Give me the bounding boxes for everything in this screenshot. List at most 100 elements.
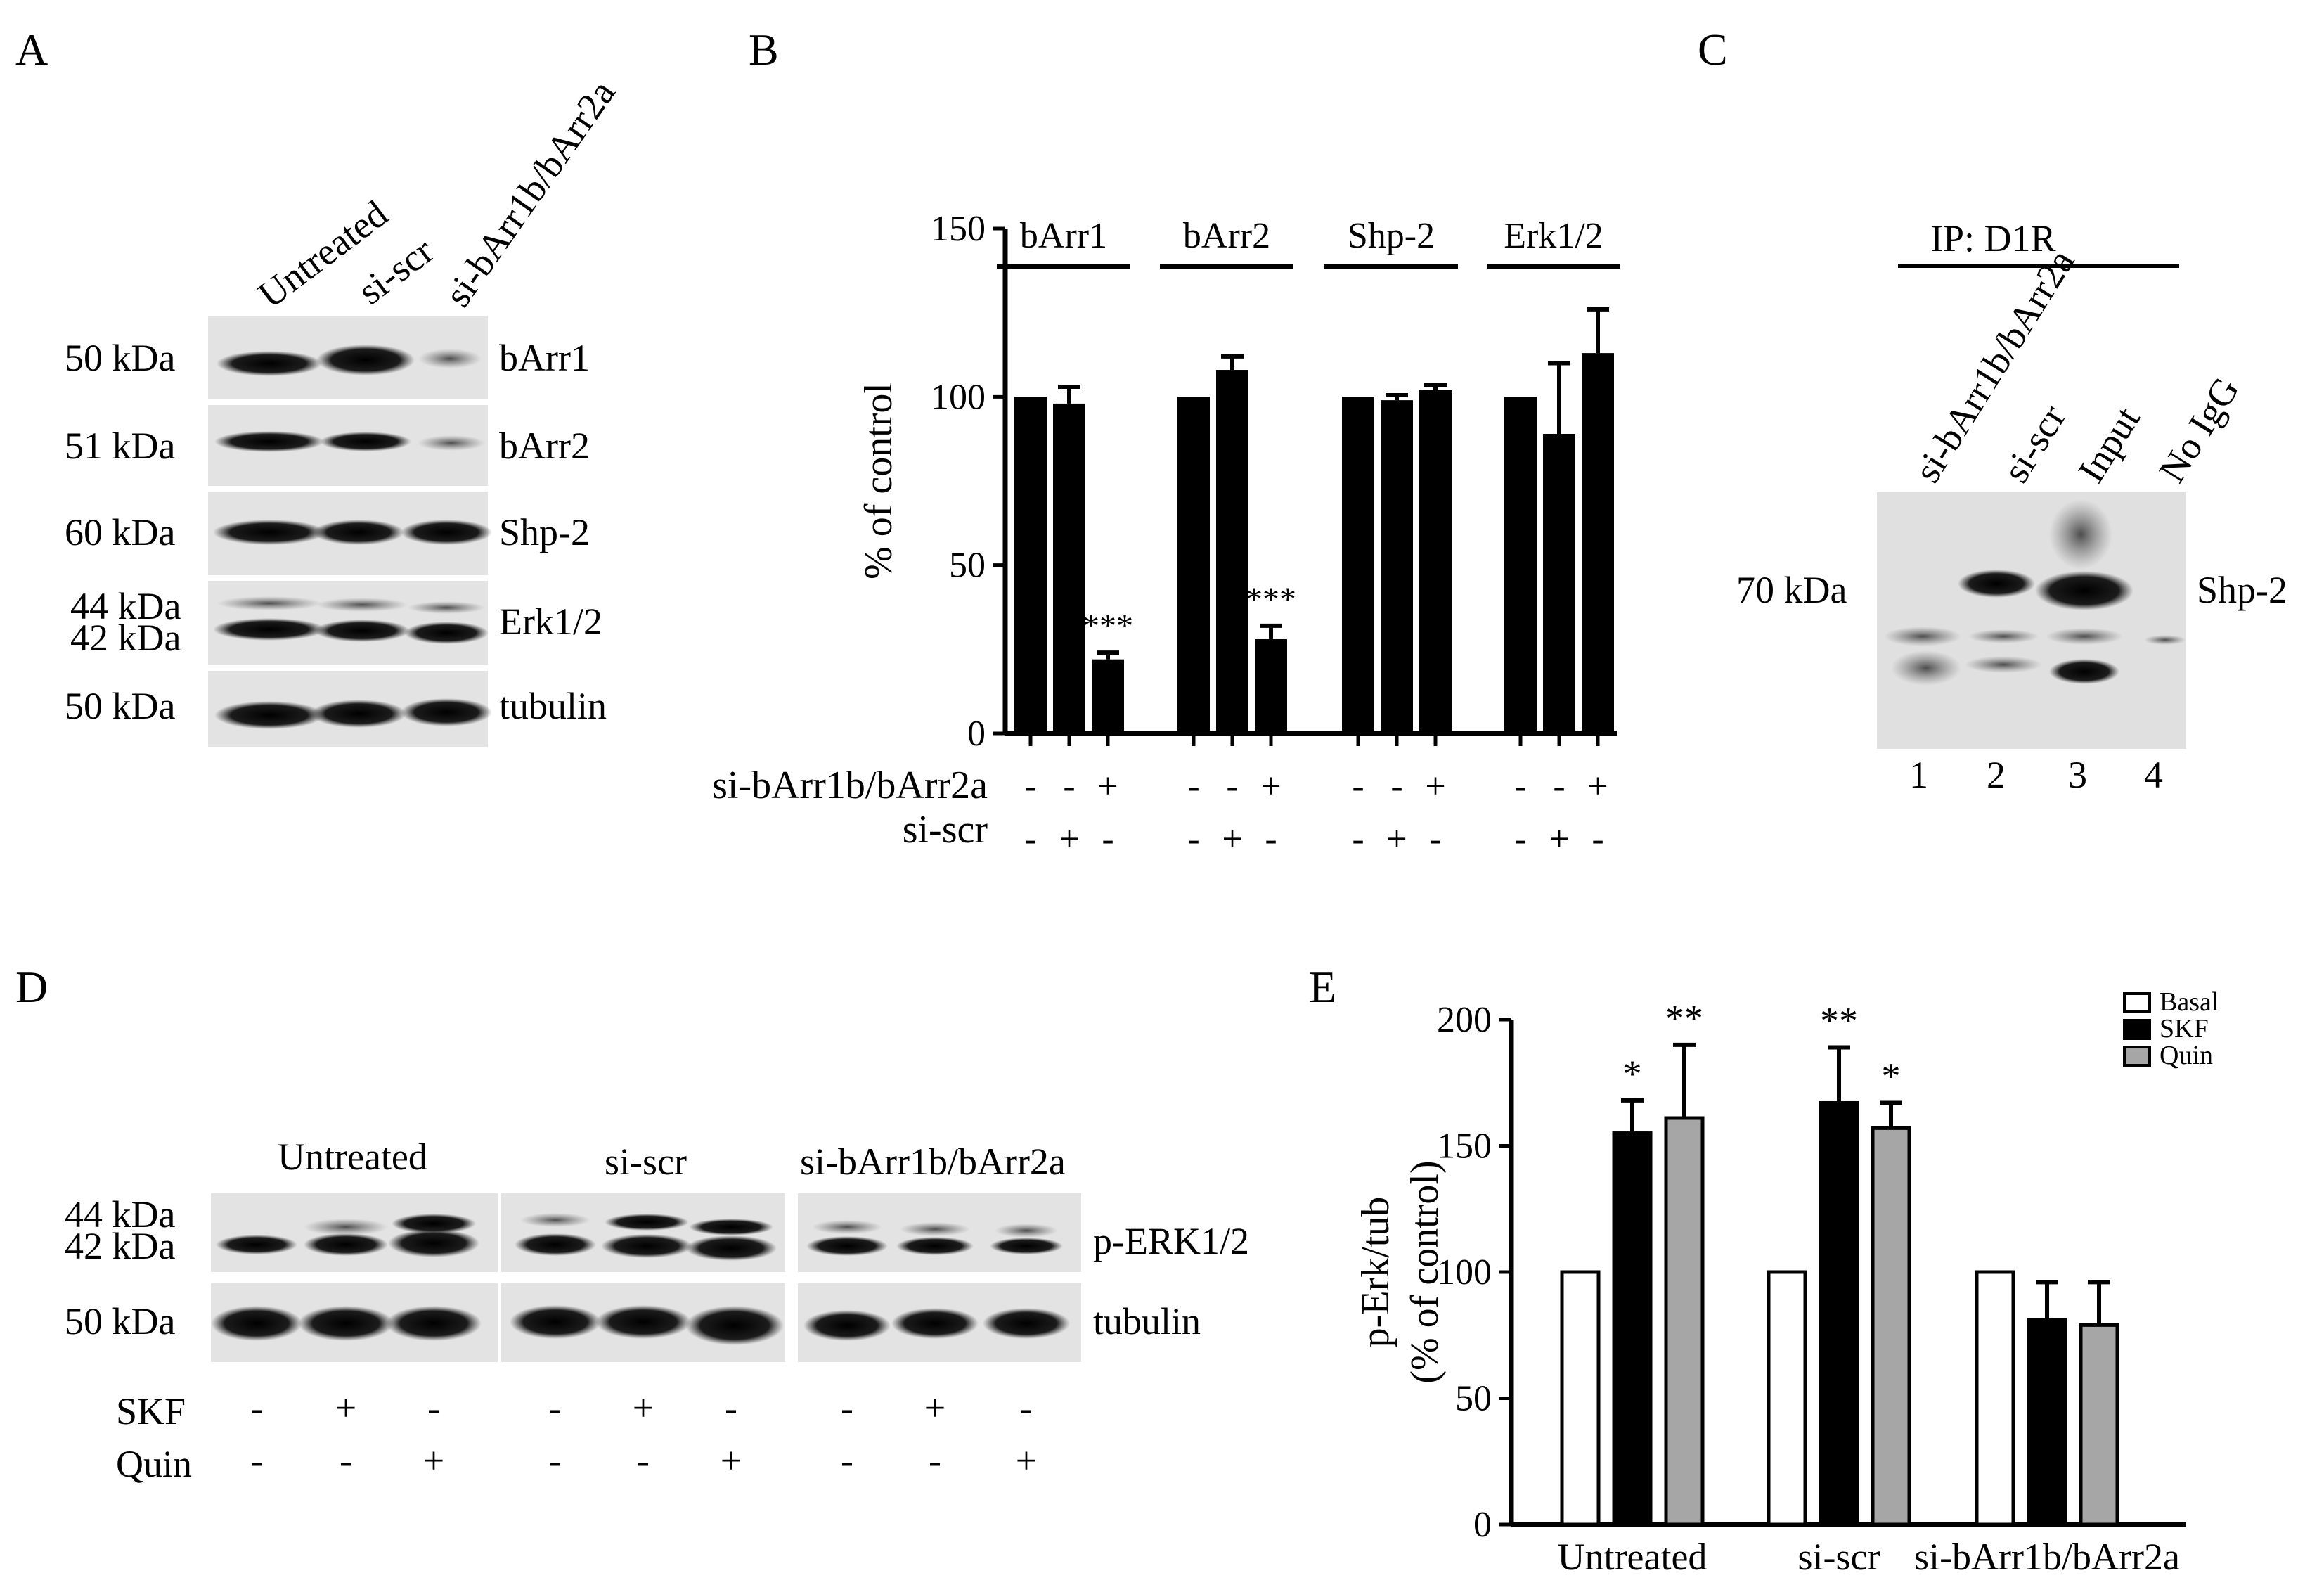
group-label: bArr2 (1183, 216, 1270, 256)
bar (1419, 390, 1452, 733)
y-tick-label: 0 (1473, 1505, 1492, 1545)
significance-marker: ** (1665, 997, 1703, 1039)
panel-a: A Untreated si-scr si-bArr1b/bArr2a (15, 25, 624, 747)
category-label: si-bArr1b/bArr2a (1914, 1536, 2180, 1578)
band (316, 345, 415, 375)
condition-sign: - (1429, 819, 1441, 859)
treatment-sign: - (427, 1387, 440, 1429)
bar (1582, 353, 1614, 733)
band (386, 1306, 482, 1341)
y-tick-label: 50 (949, 546, 986, 586)
band (388, 1229, 479, 1257)
protein-shp2: Shp-2 (499, 511, 590, 553)
c-mw: 70 kDa (1736, 569, 1847, 611)
c-lane-num-1: 1 (1909, 754, 1928, 796)
band (314, 620, 410, 642)
blot-c (1877, 492, 2186, 749)
c-lane-input: Input (2070, 399, 2148, 489)
category-label: Untreated (1558, 1536, 1708, 1578)
d-group-si-barr: si-bArr1b/bArr2a (800, 1141, 1066, 1183)
protein-erk: Erk1/2 (499, 601, 602, 643)
band (211, 1306, 302, 1341)
y-tick-label: 200 (1437, 1000, 1492, 1040)
blot-d (211, 1193, 1081, 1362)
band (803, 1310, 891, 1341)
bar (1543, 433, 1575, 733)
condition-sign: + (1549, 819, 1569, 859)
band (216, 1235, 297, 1254)
panel-c: C IP: D1R si-bArr1b/bArr2a si-scr Input … (1698, 25, 2287, 796)
band (217, 351, 322, 376)
y-axis-label: % of control (857, 383, 900, 579)
condition-label: si-bArr1b/bArr2a (712, 764, 988, 807)
condition-sign: - (1063, 766, 1075, 807)
band (401, 698, 492, 726)
band (408, 601, 485, 614)
condition-sign: + (1425, 766, 1445, 807)
band (515, 1233, 596, 1256)
condition-sign: - (1024, 819, 1036, 859)
band (320, 432, 411, 451)
condition-sign: - (1390, 766, 1402, 807)
bar (1092, 659, 1124, 733)
band (213, 618, 325, 641)
d-mw-44: 44 kDa (65, 1193, 175, 1235)
legend-swatch (2123, 1019, 2151, 1040)
treatment-sign: - (549, 1387, 562, 1429)
treatment-sign: + (423, 1439, 444, 1482)
bar (1177, 397, 1210, 733)
y-tick-label: 50 (1455, 1379, 1492, 1419)
condition-sign: - (1514, 819, 1526, 859)
d-group-si-scr: si-scr (605, 1141, 687, 1183)
c-lane-si-barr: si-bArr1b/bArr2a (1906, 242, 2082, 489)
condition-sign: - (1102, 819, 1113, 859)
bar (1053, 403, 1085, 733)
band (990, 1238, 1063, 1254)
band (812, 1220, 882, 1234)
band (896, 1237, 974, 1255)
y-tick-label: 150 (931, 209, 986, 249)
panel-letter-a: A (15, 25, 48, 75)
bar (1612, 1131, 1653, 1527)
band (2046, 628, 2123, 645)
c-lane-num-3: 3 (2068, 754, 2087, 796)
condition-sign: - (1187, 766, 1199, 807)
bar (1871, 1126, 1911, 1527)
treatment-sign: + (721, 1439, 742, 1482)
condition-sign: - (1352, 819, 1364, 859)
c-lane-si-scr: si-scr (1994, 397, 2074, 489)
d-mw-tubulin: 50 kDa (65, 1300, 175, 1342)
condition-label: si-scr (903, 808, 988, 852)
bar (2079, 1323, 2119, 1527)
condition-sign: + (1222, 819, 1242, 859)
band (213, 520, 325, 545)
band (401, 520, 492, 545)
band (404, 622, 489, 644)
category-label: si-scr (1798, 1536, 1880, 1578)
band (605, 1214, 689, 1231)
treatment-sign: - (929, 1439, 941, 1482)
panel-letter-c: C (1698, 25, 1728, 75)
condition-sign: - (1352, 766, 1364, 807)
band (685, 1235, 777, 1261)
y-tick-label: 150 (1437, 1126, 1492, 1167)
condition-sign: + (1097, 766, 1118, 807)
band (217, 596, 322, 610)
c-lane-num-4: 4 (2144, 754, 2163, 796)
band (214, 431, 324, 452)
mw-barr2: 51 kDa (65, 425, 175, 467)
condition-sign: - (1592, 819, 1603, 859)
band (1891, 650, 1961, 686)
group-label: bArr1 (1020, 216, 1107, 256)
bar (2027, 1318, 2067, 1527)
band (983, 1308, 1070, 1339)
condition-sign: - (1265, 819, 1277, 859)
mw-erk44: 44 kDa (70, 585, 181, 627)
band (313, 520, 404, 545)
significance-marker: * (1882, 1055, 1901, 1097)
protein-barr2: bArr2 (499, 425, 590, 467)
legend-label: Quin (2160, 1041, 2213, 1070)
